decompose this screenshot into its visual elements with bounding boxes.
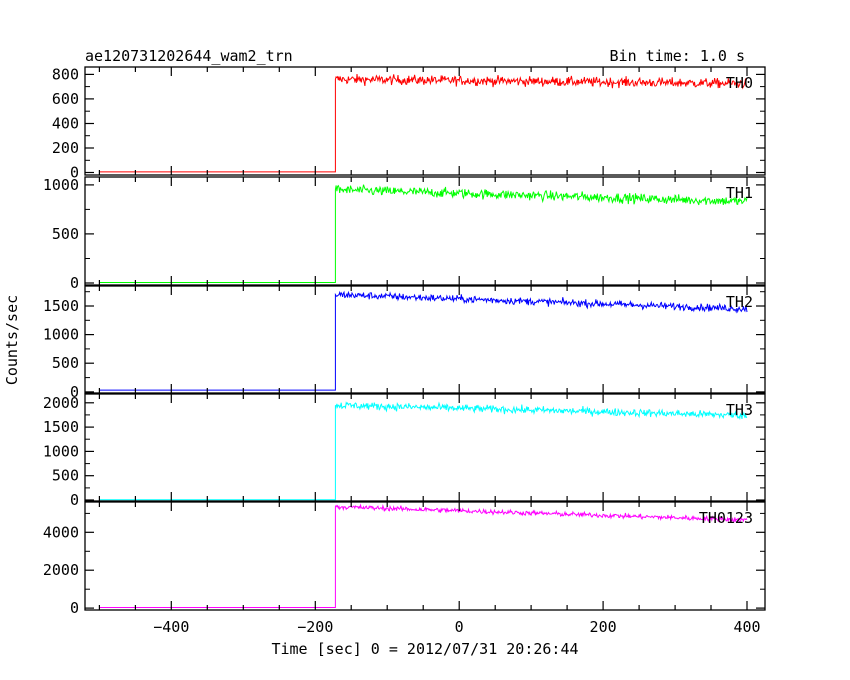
panel-frame	[84, 393, 766, 502]
y-tick-label: 2000	[43, 394, 79, 412]
x-tick-labels: −400 −200 0 200 400	[153, 618, 760, 636]
y-tick-label: 4000	[43, 523, 79, 541]
y-tick-label: 0	[70, 491, 79, 509]
y-tick-label: 500	[52, 467, 79, 485]
x-tick-label: 400	[733, 618, 760, 636]
y-tick-label: 0	[70, 164, 79, 182]
y-tick-label: 1500	[43, 418, 79, 436]
y-axis-label: Counts/sec	[3, 295, 21, 385]
panel-label: TH3	[726, 401, 753, 419]
panel-label: TH2	[726, 293, 753, 311]
y-tick-label: 1000	[43, 326, 79, 344]
series-line-th0123	[99, 503, 748, 608]
y-tick-label: 0	[70, 383, 79, 401]
y-tick-label: 600	[52, 90, 79, 108]
y-tick-label: 400	[52, 115, 79, 133]
panel-th1: 0 500 1000 TH1	[43, 176, 766, 292]
y-tick-label: 2000	[43, 561, 79, 579]
x-tick-label: 0	[455, 618, 464, 636]
y-tick-label: 1000	[43, 176, 79, 194]
x-tick-label: 200	[590, 618, 617, 636]
y-tick-label: 1000	[43, 442, 79, 460]
y-tick-label: 0	[70, 274, 79, 292]
panel-label: TH1	[726, 184, 753, 202]
panel-frame	[84, 285, 766, 394]
panel-label: TH0	[726, 74, 753, 92]
y-tick-label: 500	[52, 354, 79, 372]
series-line-th2	[99, 290, 748, 391]
panel-frame	[84, 501, 766, 611]
y-tick-label: 500	[52, 225, 79, 243]
series-line-th0	[99, 73, 748, 173]
panel-th0123: 0 2000 4000 TH0123	[43, 501, 766, 617]
panel-label: TH0123	[699, 509, 753, 527]
panel-th3: 0 500 1000 1500 2000 TH3	[43, 393, 766, 509]
series-line-th3	[99, 401, 748, 501]
panels: 0 200 400 600 800 TH0 0 500 1000 TH1 0 500 1000 1500 T…	[43, 65, 766, 617]
y-tick-label: 800	[52, 65, 79, 83]
panel-th0: 0 200 400 600 800 TH0	[52, 65, 766, 182]
bin-time-label: Bin time: 1.0 s	[610, 47, 745, 65]
y-tick-label: 0	[70, 599, 79, 617]
panel-frame	[84, 66, 766, 176]
x-axis-label: Time [sec] 0 = 2012/07/31 20:26:44	[271, 640, 578, 658]
series-line-th1	[99, 184, 748, 283]
chart-title: ae120731202644_wam2_trn	[85, 47, 293, 65]
panel-th2: 0 500 1000 1500 TH2	[43, 285, 766, 401]
panel-frame	[84, 176, 766, 286]
y-tick-label: 1500	[43, 297, 79, 315]
y-tick-label: 200	[52, 139, 79, 157]
x-tick-label: −400	[153, 618, 189, 636]
x-tick-label: −200	[297, 618, 333, 636]
